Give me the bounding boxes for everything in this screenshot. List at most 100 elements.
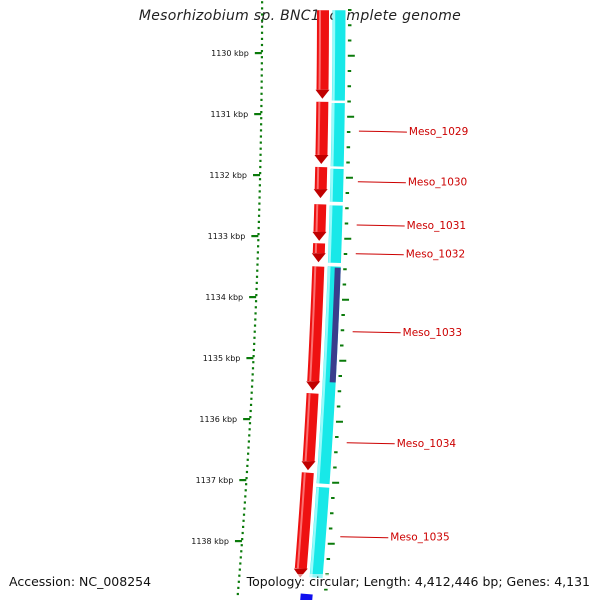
ruler-dot bbox=[248, 422, 252, 425]
ruler-dot bbox=[252, 355, 255, 358]
ruler-dot bbox=[248, 428, 251, 431]
ruler-dot bbox=[245, 470, 249, 474]
tick-mark bbox=[253, 174, 261, 177]
forward-gene-arrowhead bbox=[313, 189, 328, 199]
forward-gene-arrowhead bbox=[306, 381, 321, 391]
gene-leader-line bbox=[356, 224, 405, 227]
minor-tick bbox=[344, 237, 352, 240]
ruler-dot bbox=[259, 147, 262, 150]
ruler-dot bbox=[251, 367, 255, 370]
minor-tick bbox=[341, 314, 345, 316]
ruler-dot bbox=[260, 1, 264, 4]
ruler-dot bbox=[247, 446, 250, 449]
ruler-dot bbox=[247, 452, 250, 455]
minor-tick bbox=[337, 390, 342, 393]
forward-gene-arrowhead bbox=[315, 89, 330, 99]
ruler-dot bbox=[244, 495, 247, 498]
gene-label: Meso_1032 bbox=[406, 249, 465, 261]
ruler-dot bbox=[250, 391, 253, 394]
tick-mark bbox=[251, 235, 259, 238]
ruler-dot bbox=[260, 86, 263, 89]
ruler-dot bbox=[260, 37, 264, 40]
reverse-gene bbox=[329, 168, 344, 203]
genome-summary-text: Topology: circular; Length: 4,412,446 bp… bbox=[244, 574, 592, 589]
minor-tick bbox=[347, 115, 355, 118]
ruler-dot bbox=[256, 257, 259, 260]
blue-feature bbox=[300, 593, 313, 600]
ruler-dot bbox=[259, 159, 262, 162]
ruler-dot bbox=[253, 324, 257, 327]
minor-tick bbox=[331, 497, 335, 499]
minor-tick bbox=[336, 405, 341, 408]
ruler-dot bbox=[251, 373, 254, 376]
ruler-dot bbox=[260, 25, 264, 28]
ruler-dot bbox=[255, 294, 258, 297]
ruler-dot bbox=[256, 269, 259, 272]
ruler-dot bbox=[252, 348, 255, 352]
minor-tick bbox=[347, 100, 351, 103]
ruler-dot bbox=[241, 531, 244, 535]
ruler-dot bbox=[256, 251, 260, 254]
ruler-dot bbox=[259, 135, 263, 138]
ruler-dot bbox=[255, 275, 259, 278]
ruler-dot bbox=[260, 80, 263, 83]
gene-leader-line bbox=[346, 442, 395, 445]
ruler-dot bbox=[260, 7, 264, 10]
ruler-dot bbox=[258, 208, 261, 211]
reverse-gene bbox=[330, 102, 345, 167]
tick-label: 1138 kbp bbox=[191, 537, 229, 546]
tick-mark bbox=[246, 357, 254, 360]
minor-tick bbox=[338, 375, 342, 377]
ruler-dot bbox=[256, 263, 259, 266]
ruler-dot bbox=[259, 172, 262, 175]
tick-label: 1137 kbp bbox=[196, 476, 234, 485]
forward-gene-shine bbox=[317, 101, 321, 156]
minor-tick bbox=[346, 146, 351, 149]
ruler-dot bbox=[260, 13, 264, 16]
ruler-dot bbox=[249, 409, 252, 413]
ruler-dot bbox=[245, 477, 248, 480]
reverse-gene-shine bbox=[316, 266, 331, 484]
minor-tick bbox=[345, 207, 349, 210]
gene-label: Meso_1034 bbox=[397, 438, 457, 450]
ruler-dot bbox=[260, 19, 264, 22]
tick-mark bbox=[234, 540, 242, 543]
ruler-dot bbox=[254, 312, 257, 315]
reverse-gene bbox=[316, 266, 341, 485]
minor-tick bbox=[340, 344, 344, 347]
minor-tick bbox=[343, 253, 348, 255]
tick-mark bbox=[243, 418, 251, 421]
reverse-gene-shine bbox=[330, 168, 334, 202]
ruler-dot bbox=[258, 190, 261, 193]
reverse-gene-shine bbox=[330, 103, 335, 167]
ruler-dot bbox=[243, 507, 246, 510]
forward-gene bbox=[313, 204, 327, 233]
ruler-dot bbox=[240, 550, 243, 553]
ruler-dot bbox=[257, 214, 261, 217]
ruler-dot bbox=[258, 184, 261, 187]
gene-leader-line bbox=[352, 331, 401, 334]
gene-leader-line bbox=[355, 253, 404, 256]
gene-label: Meso_1030 bbox=[408, 177, 467, 189]
forward-gene-arrowhead bbox=[311, 253, 326, 263]
ruler-dot bbox=[252, 361, 255, 364]
tick-mark bbox=[239, 479, 247, 482]
gene-label: Meso_1033 bbox=[403, 327, 462, 339]
minor-tick bbox=[335, 436, 339, 438]
forward-gene-shine bbox=[296, 472, 306, 569]
minor-tick bbox=[340, 329, 345, 332]
minor-tick bbox=[347, 70, 352, 72]
track-layer bbox=[294, 10, 346, 600]
reverse-gene bbox=[309, 486, 330, 579]
ruler-dot bbox=[248, 434, 251, 437]
minor-tick bbox=[344, 222, 349, 225]
ruler-dot bbox=[236, 592, 239, 596]
minor-tick bbox=[347, 9, 352, 11]
tick-label: 1130 kbp bbox=[211, 49, 249, 58]
ruler-dot bbox=[237, 580, 240, 583]
minor-tick bbox=[345, 176, 353, 179]
ruler-dot bbox=[260, 104, 263, 108]
ruler-dot bbox=[244, 489, 247, 492]
minor-tick bbox=[343, 268, 347, 271]
